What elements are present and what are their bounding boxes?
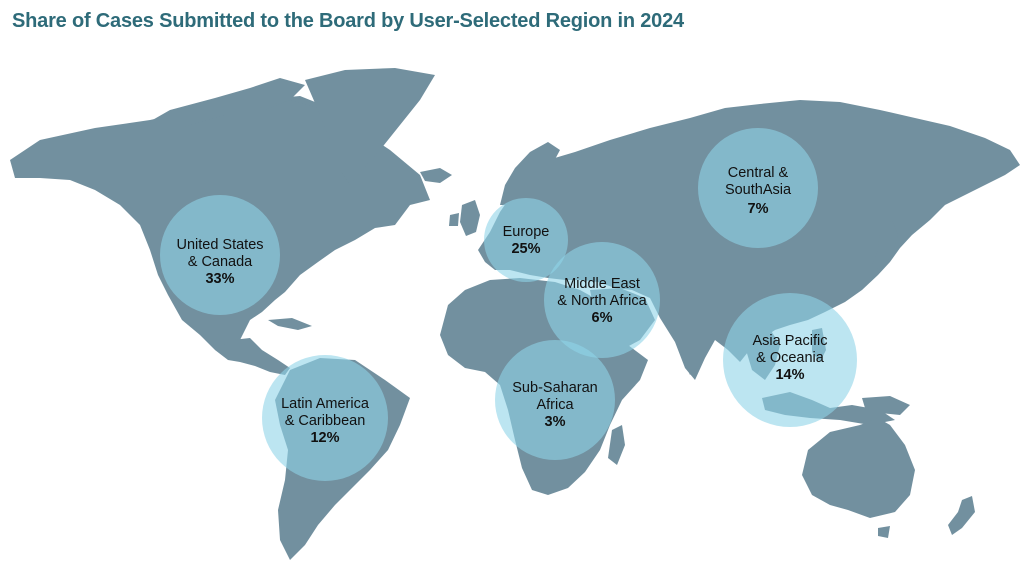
- region-name-line2: & Oceania: [756, 350, 825, 366]
- region-name-line1: Middle East: [564, 276, 640, 292]
- land-masses: [10, 68, 1020, 560]
- region-share: 33%: [205, 271, 234, 287]
- new-guinea-island: [862, 396, 910, 415]
- region-name-line1: Asia Pacific: [753, 333, 828, 349]
- cuba-island: [268, 318, 312, 330]
- region-us-canada[interactable]: United States & Canada 33%: [160, 195, 280, 315]
- region-bubble: [495, 340, 615, 460]
- baffin-island: [265, 100, 330, 150]
- region-share: 14%: [775, 367, 804, 383]
- arctic-islands: [135, 78, 305, 135]
- region-name-line1: Sub-Saharan: [512, 380, 597, 396]
- region-sub-saharan[interactable]: Sub-Saharan Africa 3%: [495, 340, 615, 460]
- region-name-line1: Europe: [503, 224, 550, 240]
- region-mena[interactable]: Middle East & North Africa 6%: [544, 242, 660, 358]
- region-bubble: [544, 242, 660, 358]
- region-bubble: [723, 293, 857, 427]
- region-asia-pacific[interactable]: Asia Pacific & Oceania 14%: [723, 293, 857, 427]
- region-name-line1: Central &: [728, 165, 789, 181]
- region-bubble: [160, 195, 280, 315]
- region-name-line2: & Caribbean: [285, 413, 366, 429]
- scandinavia-landmass: [500, 142, 560, 205]
- british-isles: [460, 200, 480, 236]
- india-subcontinent: [665, 298, 722, 375]
- region-name-line2: & North Africa: [557, 293, 647, 309]
- region-europe[interactable]: Europe 25%: [484, 198, 568, 282]
- japan-islands: [872, 220, 898, 270]
- australia-landmass: [802, 418, 915, 518]
- region-central-south-asia[interactable]: Central & SouthAsia 7%: [698, 128, 818, 248]
- new-zealand-islands: [948, 496, 975, 535]
- region-bubbles: United States & Canada 33% Latin America…: [160, 128, 857, 481]
- region-name-line1: Latin America: [281, 396, 370, 412]
- region-share: 25%: [511, 241, 540, 257]
- greenland-landmass: [305, 68, 435, 185]
- region-share: 7%: [748, 201, 769, 217]
- ireland-island: [449, 213, 459, 226]
- region-bubble: [484, 198, 568, 282]
- region-name-line1: United States: [176, 237, 263, 253]
- tasmania-island: [878, 526, 890, 538]
- region-share: 12%: [310, 430, 339, 446]
- region-bubble: [698, 128, 818, 248]
- region-latin-america[interactable]: Latin America & Caribbean 12%: [262, 355, 388, 481]
- region-name-line2: SouthAsia: [725, 182, 792, 198]
- region-share: 3%: [545, 414, 566, 430]
- region-bubble: [262, 355, 388, 481]
- iceland-landmass: [420, 168, 452, 183]
- central-america-landmass: [215, 338, 290, 375]
- region-name-line2: & Canada: [188, 254, 253, 270]
- region-name-line2: Africa: [536, 397, 574, 413]
- map-title: Share of Cases Submitted to the Board by…: [12, 10, 684, 32]
- madagascar-island: [608, 425, 625, 465]
- region-share: 6%: [592, 310, 613, 326]
